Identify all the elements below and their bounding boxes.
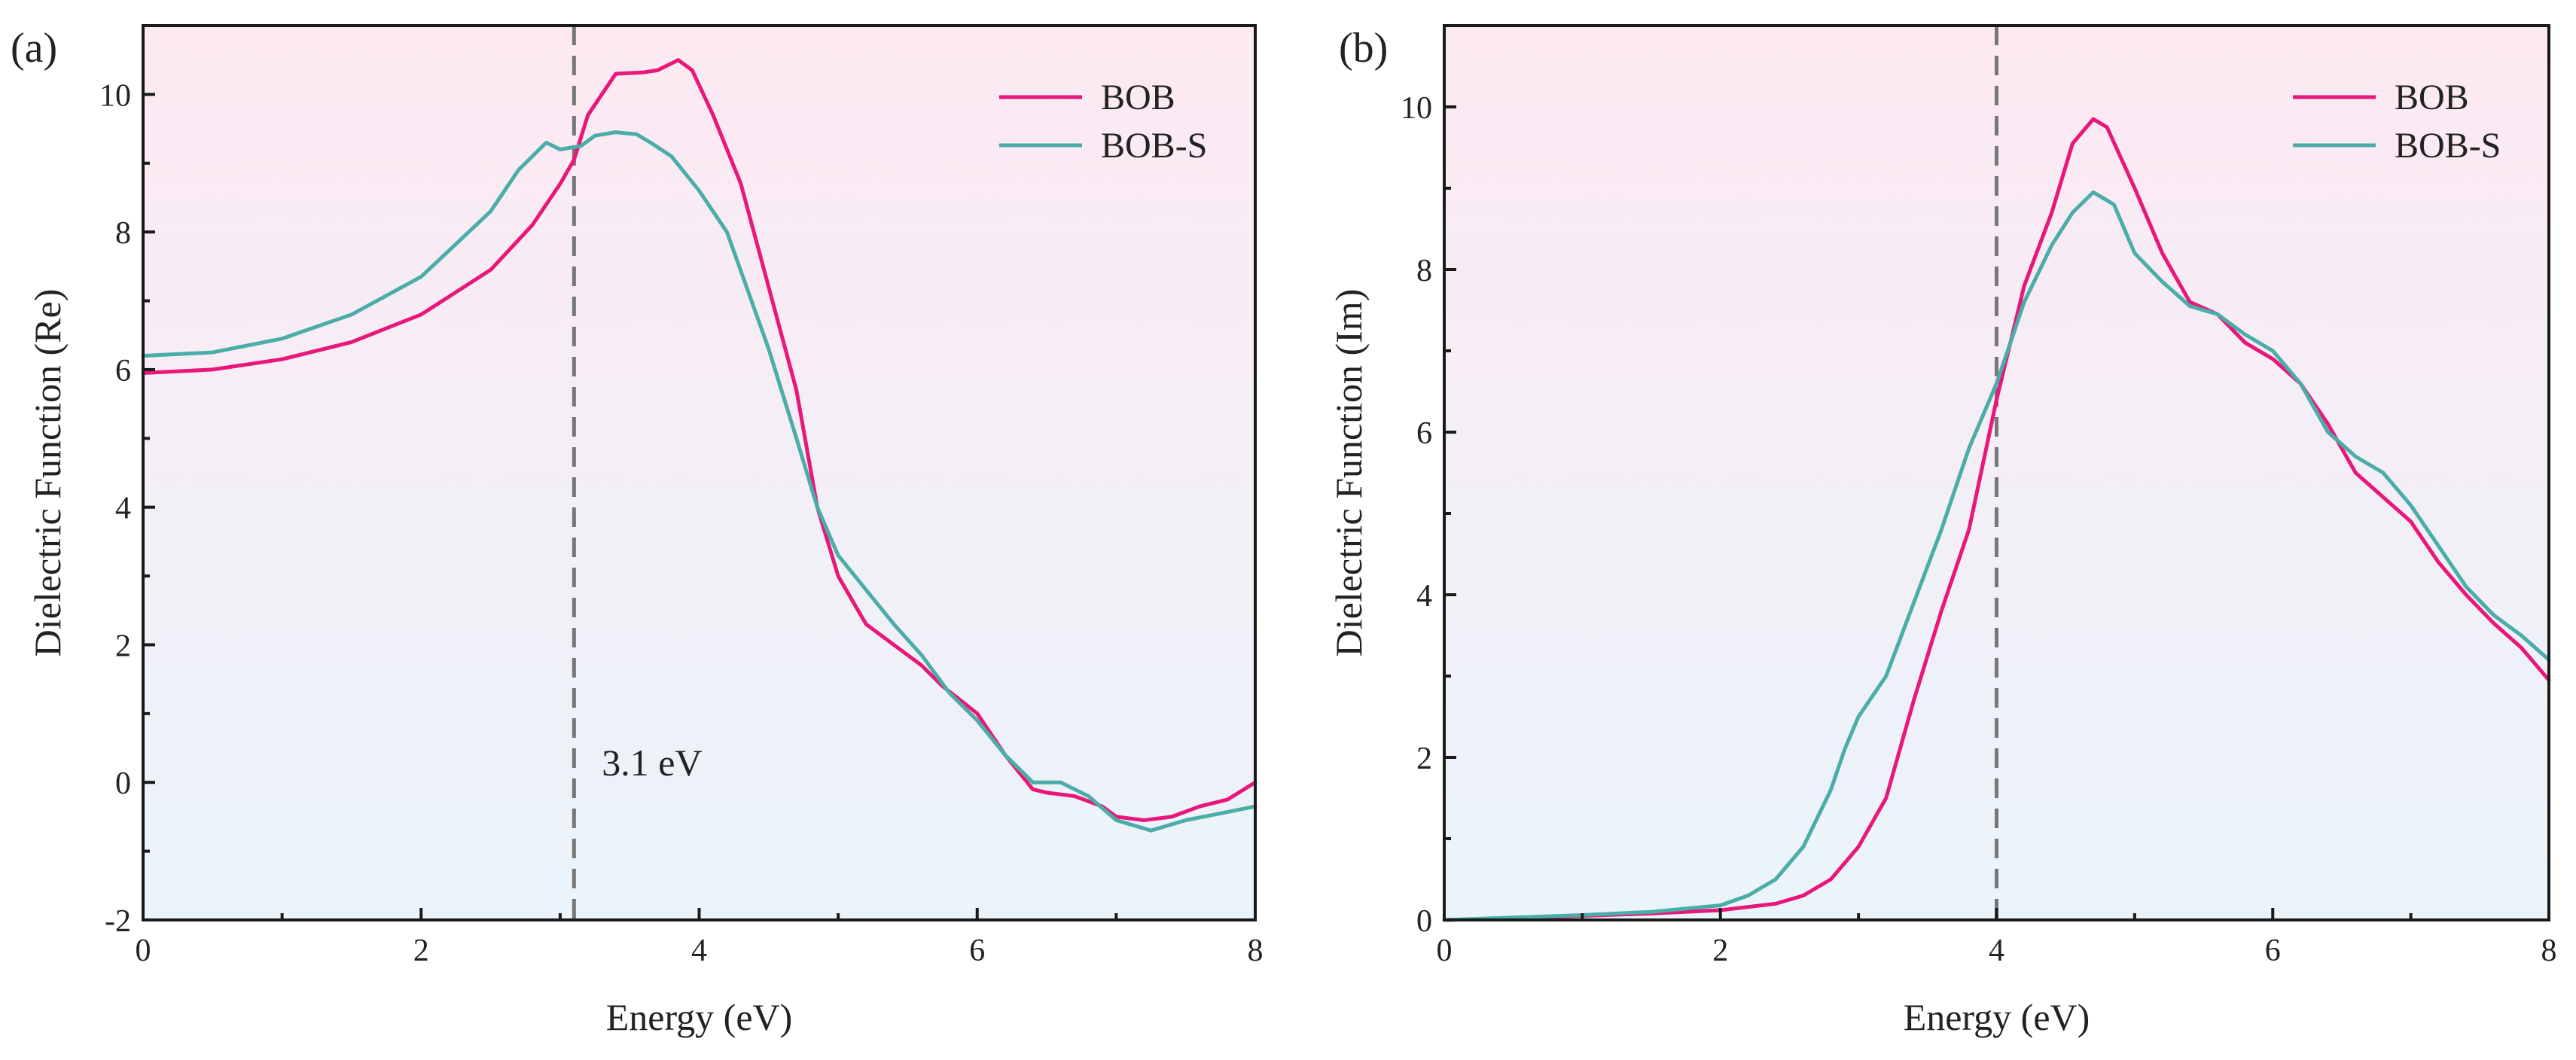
x-tick-label: 6 [969,934,985,968]
x-axis-label: Energy (eV) [606,996,793,1038]
panel-label: (a) [11,25,57,72]
plot-background [1444,26,2549,920]
chart-panel-b: 0 2 4 6 8 0 2 4 6 8 10 Energy (eV) Dielectric Functi… [1328,24,2557,1038]
y-tick-label: 0 [1416,904,1432,939]
y-tick-label: 8 [1416,254,1432,288]
x-axis-label: Energy (eV) [1904,996,2090,1038]
x-tick-label: 4 [691,934,707,968]
legend-label: BOB [2395,78,2469,117]
y-tick-label: 8 [115,216,131,251]
series-line-bob-s [141,130,1258,833]
x-tick-label: 2 [413,934,429,968]
y-tick-label: 0 [115,766,131,801]
y-axis-label: Dielectric Function (Re) [26,289,69,657]
legend-label: BOB-S [1101,126,1207,166]
x-tick-label: 8 [2541,934,2557,968]
y-tick-label: 4 [1416,579,1432,614]
plot-background [143,26,1255,920]
y-tick-label: 4 [115,492,131,526]
legend-label: BOB [1101,78,1175,117]
y-tick-label: 2 [1416,742,1432,776]
x-tick-label: 6 [2265,934,2281,968]
panel-label: (b) [1339,25,1388,72]
y-tick-label: 2 [115,629,131,663]
x-tick-label: 0 [136,934,151,968]
x-tick-label: 0 [1437,934,1453,968]
series-line-bob [1442,117,2551,922]
x-tick-label: 4 [1989,934,2004,968]
x-tick-label: 8 [1248,934,1264,968]
series-line-bob-s [1442,190,2551,922]
x-tick-label: 2 [1712,934,1728,968]
y-tick-label: -2 [105,904,131,939]
y-axis-label: Dielectric Function (Im) [1328,289,1370,657]
legend-label: BOB-S [2395,126,2501,166]
y-tick-label: 10 [1401,91,1432,126]
y-tick-label: 6 [115,354,131,388]
y-tick-label: 6 [1416,416,1432,451]
annotation-text: 3.1 eV [602,742,702,784]
y-tick-label: 10 [99,78,131,113]
